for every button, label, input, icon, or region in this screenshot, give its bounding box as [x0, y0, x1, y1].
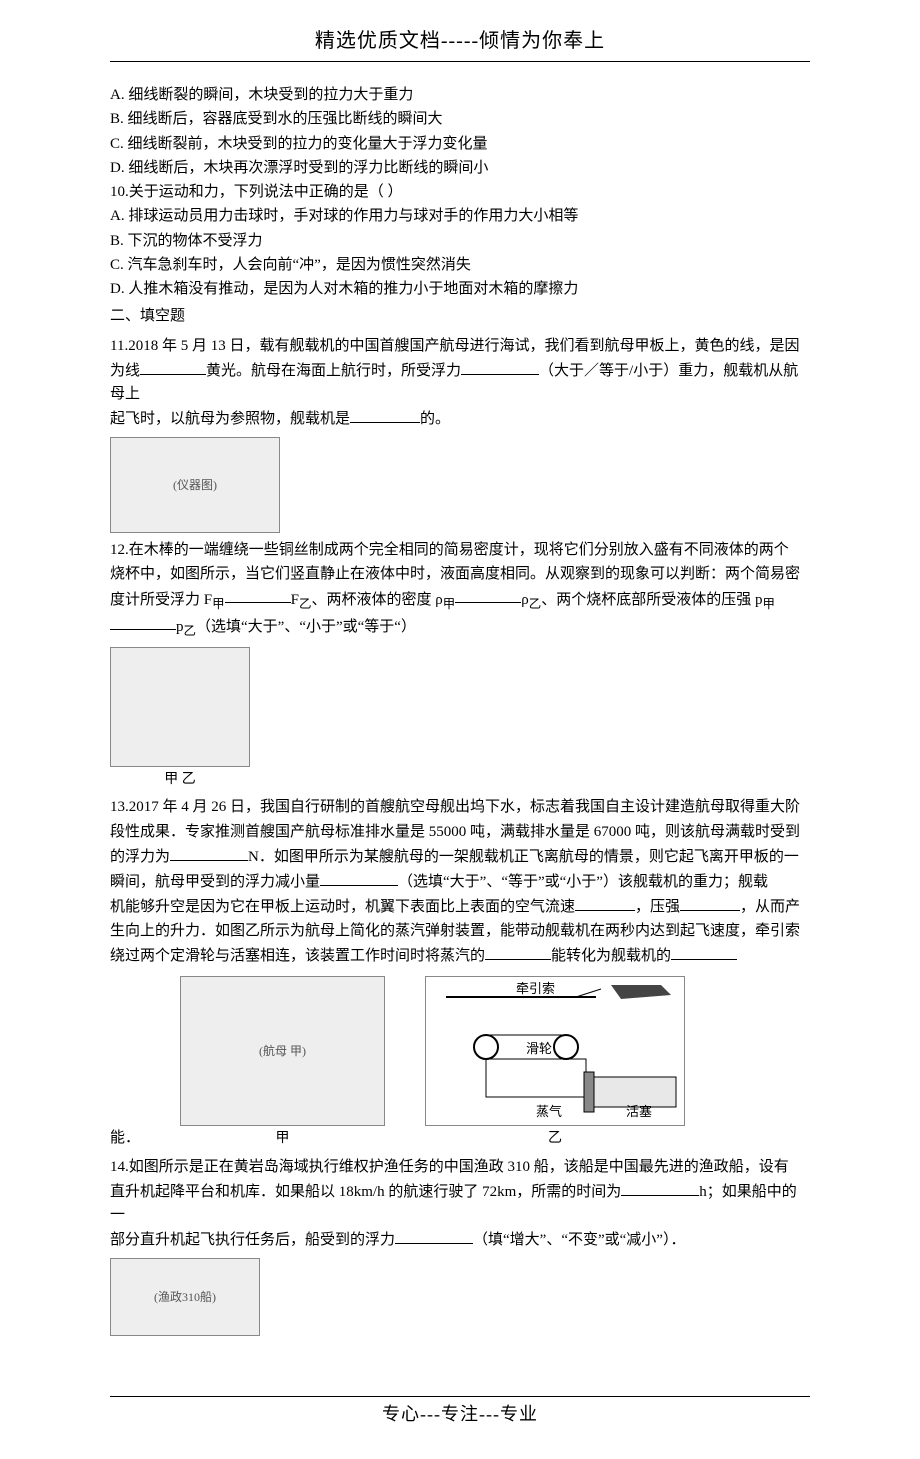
- q12-l4-a: p: [176, 618, 184, 634]
- q13-l3-a: 的浮力为: [110, 849, 170, 865]
- q11-image: (仪器图): [110, 437, 280, 533]
- q12-line1: 12.在木棒的一端缠绕一些铜丝制成两个完全相同的简易密度计，现将它们分别放入盛有…: [110, 539, 810, 562]
- q11-l3-a: 起飞时，以航母为参照物，舰载机是: [110, 411, 350, 427]
- q12-l3-e: 、两个烧杯底部所受液体的压强 p: [541, 591, 762, 607]
- q13-line2: 段性成果．专家推测首艘国产航母标准排水量是 55000 吨，满载排水量是 670…: [110, 821, 810, 844]
- q14-image: (渔政310船): [110, 1258, 260, 1336]
- q12-line4: p乙（选填“大于”、“小于”或“等于“）: [110, 615, 810, 641]
- q12-sub3: 甲: [443, 596, 456, 610]
- q10-opt-c: C. 汽车急刹车时，人会向前“冲”，是因为惯性突然消失: [110, 254, 810, 277]
- q14: 14.如图所示是正在黄岩岛海域执行维权护渔任务的中国渔政 310 船，该船是中国…: [110, 1156, 810, 1337]
- q10-opt-b: B. 下沉的物体不受浮力: [110, 230, 810, 253]
- footer-rule: [110, 1396, 810, 1397]
- q13-l4-b: （选填“大于”、“等于”或“小于”）该舰载机的重力；舰载: [398, 874, 768, 890]
- q12-sub6: 乙: [184, 623, 197, 637]
- q13-image-row: 能． (航母 甲) 甲: [110, 976, 810, 1150]
- q11-line1: 11.2018 年 5 月 13 日，载有舰载机的中国首艘国产航母进行海试，我们…: [110, 335, 810, 358]
- q11-line3: 起飞时，以航母为参照物，舰载机是 的。: [110, 407, 810, 431]
- q14-line1: 14.如图所示是正在黄岩岛海域执行维权护渔任务的中国渔政 310 船，该船是中国…: [110, 1156, 810, 1179]
- q14-line3: 部分直升机起飞执行任务后，船受到的浮力 （填“增大”、“不变”或“减小”）．: [110, 1228, 810, 1252]
- q13-l3-b: N．如图甲所示为某艘航母的一架舰载机正飞离航母的情景，则它起飞离开甲板的一: [248, 849, 799, 865]
- q11-l2-a: 为线: [110, 363, 140, 379]
- q9-opt-d: D. 细线断后，木块再次漂浮时受到的浮力比断线的瞬间小: [110, 157, 810, 180]
- q13-line6: 生向上的升力．如图乙所示为航母上简化的蒸汽弹射装置，能带动舰载机在两秒内达到起飞…: [110, 920, 810, 943]
- q11-blank3[interactable]: [350, 407, 420, 423]
- q12-sub1: 甲: [212, 596, 225, 610]
- q12-l3-d: ρ: [521, 591, 529, 607]
- q14-blank1[interactable]: [621, 1180, 699, 1196]
- q13-l4-a: 瞬间，航母甲受到的浮力减小量: [110, 874, 320, 890]
- q13-image-a: (航母 甲): [180, 976, 385, 1126]
- q13-line7: 绕过两个定滑轮与活塞相连，该装置工作时间时将蒸汽的 能转化为舰载机的: [110, 944, 810, 968]
- q11-blank1[interactable]: [140, 359, 206, 375]
- q12-image: [110, 647, 250, 767]
- q13-b-label-steam: 蒸气: [536, 1102, 562, 1122]
- q12-blank2[interactable]: [455, 588, 521, 604]
- q13-blank1[interactable]: [170, 845, 248, 861]
- q14-blank2[interactable]: [395, 1228, 473, 1244]
- q12-blank1[interactable]: [225, 588, 291, 604]
- q11-line2: 为线黄光。航母在海面上航行时，所受浮力（大于／等于/小于）重力，舰载机从航母上: [110, 359, 810, 406]
- q13-b-label-tow: 牵引索: [516, 979, 555, 999]
- q9-opt-a: A. 细线断裂的瞬间，木块受到的拉力大于重力: [110, 84, 810, 107]
- q12-blank3[interactable]: [110, 615, 176, 631]
- q11-l2-b: 黄光。航母在海面上航行时，所受浮力: [206, 363, 461, 379]
- q13-blank3[interactable]: [575, 895, 635, 911]
- q13-image-b: 牵引索 滑轮 蒸气 活塞: [425, 976, 685, 1126]
- q13-image-a-caption: 甲: [180, 1128, 385, 1150]
- footer-text: 专心---专注---专业: [110, 1401, 810, 1429]
- q13-energy-word: 能．: [110, 1127, 140, 1150]
- q13-b-label-pulley: 滑轮: [526, 1039, 552, 1059]
- q13-line3: 的浮力为 N．如图甲所示为某艘航母的一架舰载机正飞离航母的情景，则它起飞离开甲板的…: [110, 845, 810, 869]
- q13-image-b-wrap: 牵引索 滑轮 蒸气 活塞 乙: [425, 976, 685, 1150]
- q12-l3-a: 度计所受浮力 F: [110, 591, 212, 607]
- q13-line5: 机能够升空是因为它在甲板上运动时，机翼下表面比上表面的空气流速 ，压强 ，从而产: [110, 895, 810, 919]
- q12: 12.在木棒的一端缠绕一些铜丝制成两个完全相同的简易密度计，现将它们分别放入盛有…: [110, 539, 810, 790]
- q13-b-label-piston: 活塞: [626, 1102, 652, 1122]
- q14-l3-b: （填“增大”、“不变”或“减小”）．: [473, 1232, 685, 1248]
- q12-l4-b: （选填“大于”、“小于”或“等于“）: [196, 618, 416, 634]
- q12-l3-c: 、两杯液体的密度 ρ: [311, 591, 442, 607]
- header-title: 精选优质文档-----倾情为你奉上: [110, 26, 810, 57]
- q13-l5-a: 机能够升空是因为它在甲板上运动时，机翼下表面比上表面的空气流速: [110, 899, 575, 915]
- q13-blank4[interactable]: [680, 895, 740, 911]
- page: 精选优质文档-----倾情为你奉上 A. 细线断裂的瞬间，木块受到的拉力大于重力…: [0, 0, 920, 1459]
- q13-image-b-caption: 乙: [425, 1128, 685, 1150]
- q12-sub4: 乙: [529, 596, 542, 610]
- q13-l5-c: ，从而产: [740, 899, 800, 915]
- q14-l3-a: 部分直升机起飞执行任务后，船受到的浮力: [110, 1232, 395, 1248]
- q14-line2: 直升机起降平台和机库．如果船以 18km/h 的航速行驶了 72km，所需的时间…: [110, 1180, 810, 1227]
- q13-line1: 13.2017 年 4 月 26 日，我国自行研制的首艘航空母舰出坞下水，标志着…: [110, 796, 810, 819]
- q10-opt-a: A. 排球运动员用力击球时，手对球的作用力与球对手的作用力大小相等: [110, 205, 810, 228]
- q14-l2-a: 直升机起降平台和机库．如果船以 18km/h 的航速行驶了 72km，所需的时间…: [110, 1184, 621, 1200]
- q10-opt-d: D. 人推木箱没有推动，是因为人对木箱的推力小于地面对木箱的摩擦力: [110, 278, 810, 301]
- q13: 13.2017 年 4 月 26 日，我国自行研制的首艘航空母舰出坞下水，标志着…: [110, 796, 810, 1149]
- q12-sub2: 乙: [299, 596, 312, 610]
- q13-image-a-wrap: (航母 甲) 甲: [180, 976, 385, 1150]
- q9-opt-c: C. 细线断裂前，木块受到的拉力的变化量大于浮力变化量: [110, 133, 810, 156]
- q13-line4: 瞬间，航母甲受到的浮力减小量 （选填“大于”、“等于”或“小于”）该舰载机的重力；…: [110, 870, 810, 894]
- q9-opt-b: B. 细线断后，容器底受到水的压强比断线的瞬间大: [110, 108, 810, 131]
- q12-image-wrap: 甲 乙: [110, 647, 810, 791]
- q13-l7-a: 绕过两个定滑轮与活塞相连，该装置工作时间时将蒸汽的: [110, 948, 485, 964]
- q12-image-caption: 甲 乙: [110, 769, 250, 791]
- q12-line2: 烧杯中，如图所示，当它们竖直静止在液体中时，液面高度相同。从观察到的现象可以判断…: [110, 563, 810, 586]
- header-rule: [110, 61, 810, 62]
- q12-line3: 度计所受浮力 F甲F乙、两杯液体的密度 ρ甲ρ乙、两个烧杯底部所受液体的压强 p…: [110, 588, 810, 614]
- q12-l3-b: F: [291, 591, 299, 607]
- q13-blank6[interactable]: [671, 944, 737, 960]
- q12-sub5: 甲: [763, 596, 776, 610]
- section-fill-title: 二、填空题: [110, 305, 810, 328]
- q11: 11.2018 年 5 月 13 日，载有舰载机的中国首艘国产航母进行海试，我们…: [110, 335, 810, 534]
- q11-l3-b: 的。: [420, 411, 450, 427]
- q13-blank5[interactable]: [485, 944, 551, 960]
- q13-l7-b: 能转化为舰载机的: [551, 948, 671, 964]
- q13-blank2[interactable]: [320, 870, 398, 886]
- q13-l5-b: ，压强: [635, 899, 680, 915]
- q11-blank2[interactable]: [461, 359, 539, 375]
- q10-stem: 10.关于运动和力，下列说法中正确的是（ ）: [110, 181, 810, 204]
